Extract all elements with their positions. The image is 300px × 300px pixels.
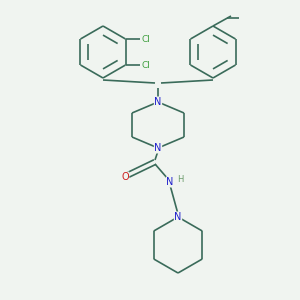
Text: Cl: Cl [141,34,150,43]
Text: H: H [177,176,183,184]
Text: N: N [154,97,162,107]
Text: N: N [154,143,162,153]
Text: Cl: Cl [141,61,150,70]
Text: N: N [174,212,182,222]
Text: N: N [166,177,174,187]
Text: O: O [121,172,129,182]
